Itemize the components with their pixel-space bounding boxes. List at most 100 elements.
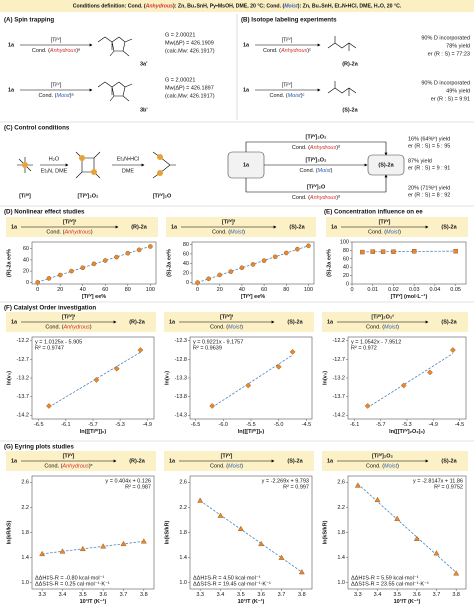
point <box>453 570 460 576</box>
fit-equation: R² = 0.997 <box>283 484 309 490</box>
conditions-part: ) <box>397 464 399 470</box>
point <box>206 276 211 282</box>
y-tick-label: -12.7 <box>332 357 345 363</box>
structure <box>327 81 357 96</box>
x-tick-label: 3.7 <box>120 592 128 598</box>
conditions: Cond. (Anhydrous)ᵈ <box>292 144 340 151</box>
fit-equation: R² = 0.9639 <box>193 345 222 351</box>
structure <box>327 36 357 51</box>
product: 3a' <box>140 61 148 67</box>
x-axis-label: ln([[Tiᴵⱽ]]₀) <box>238 428 265 435</box>
dividers <box>0 14 474 442</box>
result: 20% (71%ᵇ) yield <box>408 184 450 191</box>
x-tick-label: 3.5 <box>237 592 245 598</box>
y-tick-label: 2.6 <box>179 480 187 486</box>
conditions: Cond. (Moist)ᵃ <box>38 93 74 99</box>
scheme-reagent: [Tiᴵⱽ]₂O₂ᶠ <box>371 313 394 320</box>
y-axis-label: ln(kS/kR) <box>322 520 328 544</box>
y-tick-label: 1.0 <box>179 580 187 586</box>
y-tick-label: 2.6 <box>337 480 345 486</box>
reagent: [Tiᴵⱽ]₂O₂ <box>306 133 328 140</box>
fit-equation: y = 1.0125x - 5.905 <box>35 339 82 345</box>
point <box>354 482 361 488</box>
fit-line <box>211 354 293 408</box>
scheme-product: (S)-2a <box>441 224 457 230</box>
scheme-conditions: Cond. (Anhydrous) <box>45 325 91 331</box>
point <box>39 550 46 557</box>
cond-part: )ᶜ <box>307 48 311 54</box>
conditions-part: ) <box>90 325 92 331</box>
scheme-conditions: Cond. (Anhydrous)ᵉ <box>44 464 92 470</box>
point <box>237 525 244 531</box>
result: 78% yield <box>446 43 470 49</box>
point <box>239 265 245 271</box>
fit-equation: y = 1.0542x - 7.9512 <box>351 339 401 345</box>
scheme-conditions: Cond. (Moist) <box>366 464 399 470</box>
scheme-conditions: Cond. (Anhydrous) <box>46 230 92 236</box>
cond-part: Cond. ( <box>292 195 310 201</box>
y-tick-label: 40 <box>183 261 189 267</box>
point <box>411 249 417 254</box>
x-tick-label: 3.7 <box>433 592 441 598</box>
point <box>93 376 100 383</box>
x-axis-label: ln([[Tiᴵⱽ]₂O₂]₀) <box>389 428 425 435</box>
x-tick-label: -6.1 <box>61 422 70 428</box>
y-tick-label: 20 <box>183 270 189 276</box>
x-tick-label: 3.3 <box>38 592 46 598</box>
compound-label: [Tiᴵⱽ]₂O <box>153 192 172 199</box>
point <box>102 258 108 263</box>
result: er (R : S) = 77:23 <box>428 51 470 57</box>
y-tick-label: 2.2 <box>21 505 29 511</box>
y-tick-label: 40 <box>23 257 29 263</box>
x-tick-label: 3.8 <box>298 592 306 598</box>
point <box>433 550 440 556</box>
cond-part: Anhydrous <box>49 48 77 54</box>
cond-part: )ᶜ <box>301 93 305 99</box>
scheme-start: 1a <box>11 319 18 325</box>
y-tick-label: 0 <box>26 280 29 286</box>
arrow <box>245 174 388 193</box>
header: Conditions definition: Cond. (Anhydrous)… <box>73 4 402 10</box>
cond-part: Cond. ( <box>270 93 288 99</box>
point <box>125 250 131 256</box>
scheme-start: 1a <box>169 458 176 464</box>
fit-equation: y = 0.9221x - 9.1757 <box>193 339 243 345</box>
x-tick-label: 40 <box>239 287 245 293</box>
scheme-reagent: [Tiᴵⱽ]₂O₂ <box>372 452 394 459</box>
y-tick-label: 20 <box>343 273 349 279</box>
conditions: Cond. (Anhydrous)ᵃ <box>32 48 81 54</box>
annotation: ΔΔH‡S-R = 5.59 kcal·mol⁻¹ <box>351 575 419 581</box>
x-tick-label: 80 <box>125 287 131 293</box>
y-tick-label: 20 <box>23 269 29 275</box>
x-tick-label: 100 <box>304 287 313 293</box>
result: 49% yield <box>446 88 470 94</box>
y-tick-label: -13.7 <box>332 394 345 400</box>
step-conditions: DME <box>122 168 135 174</box>
header-part: Moist <box>284 4 298 10</box>
conditions-part: Cond. ( <box>212 230 230 236</box>
conditions-part: ) <box>241 325 243 331</box>
point <box>413 535 420 541</box>
cond-part: Moist <box>288 93 302 99</box>
conditions-part: Anhydrous <box>61 464 89 470</box>
scheme-product: (S)-2a <box>441 319 457 325</box>
y-tick-label: 0 <box>186 280 189 286</box>
point <box>258 540 265 546</box>
step-conditions: Et₃N, DME <box>41 168 68 174</box>
structure <box>97 36 133 57</box>
x-axis-label: 10³/T (K⁻¹) <box>238 598 265 605</box>
substrate: 1a <box>8 42 15 48</box>
fit-line <box>42 540 144 555</box>
plot-frame <box>31 241 157 285</box>
x-tick-label: 0 <box>36 287 39 293</box>
y-tick-label: 1.0 <box>21 580 29 586</box>
x-tick-label: -5.7 <box>88 422 97 428</box>
panel-title: (C) Control conditions <box>4 125 70 132</box>
y-tick-label: 80 <box>343 248 349 254</box>
point <box>360 249 365 255</box>
conditions-part: Cond. ( <box>45 325 63 331</box>
panel-title: (G) Eyring plots studies <box>4 444 74 451</box>
point <box>100 543 107 549</box>
scheme-reagent: [Tiᴵⱽ]ᶠ <box>62 313 76 320</box>
cond-part: )ᵈ <box>336 194 340 201</box>
